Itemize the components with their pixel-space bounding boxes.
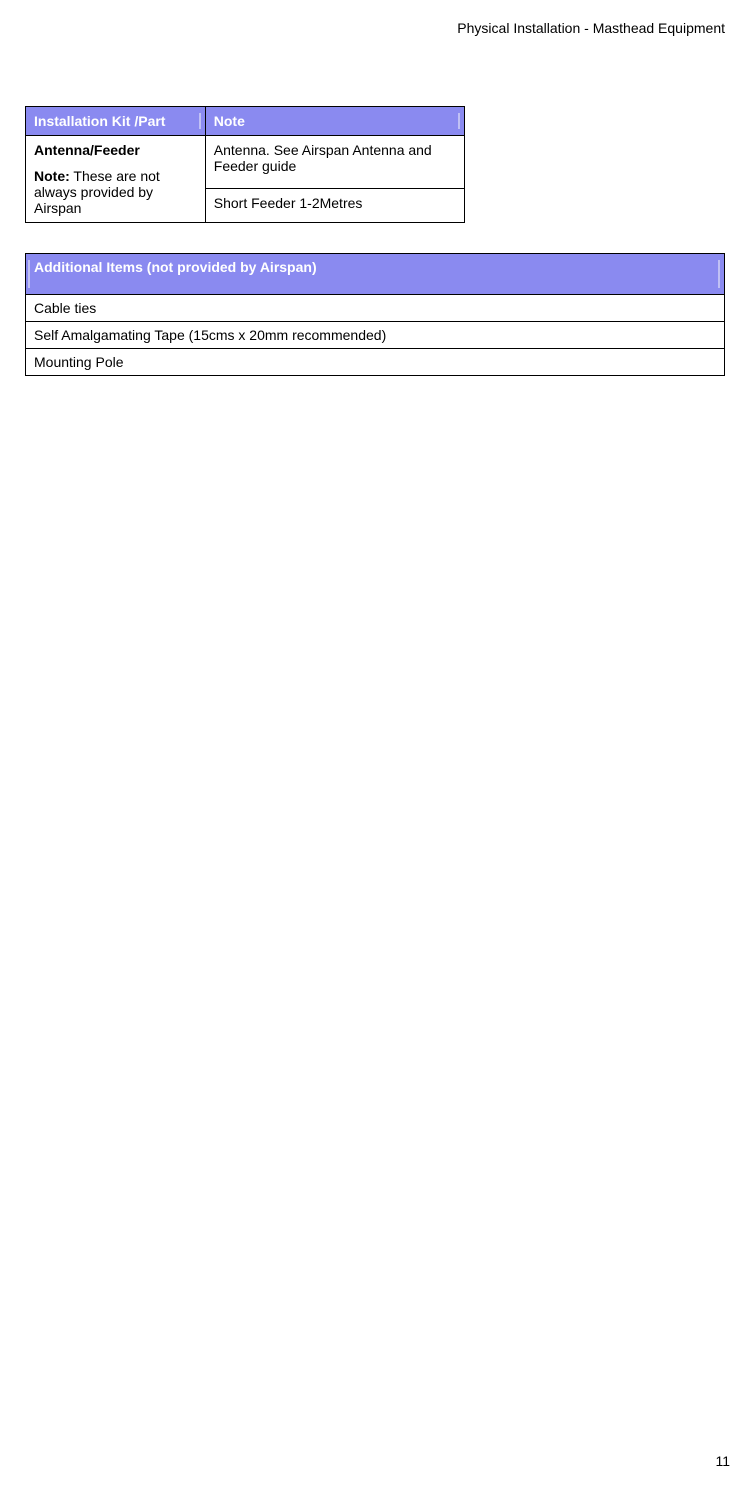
header-divider-icon [718, 260, 720, 288]
header-additional-label: Additional Items (not provided by Airspa… [34, 259, 716, 289]
kit-cell: Antenna/Feeder Note: These are not alway… [26, 136, 206, 223]
page-header: Physical Installation - Masthead Equipme… [25, 20, 730, 36]
installation-kit-table: Installation Kit /Part Note Antenna/Feed… [25, 106, 465, 223]
kit-note-block: Note: These are not always provided by A… [34, 168, 197, 216]
additional-item-0: Cable ties [26, 295, 725, 322]
note-cell-2: Short Feeder 1-2Metres [205, 188, 464, 222]
table-row: Cable ties [26, 295, 725, 322]
header-kit: Installation Kit /Part [26, 107, 206, 136]
table-header-row: Additional Items (not provided by Airspa… [26, 254, 725, 295]
table-row: Antenna/Feeder Note: These are not alway… [26, 136, 465, 189]
additional-item-2: Mounting Pole [26, 349, 725, 376]
page-number: 11 [715, 1453, 730, 1469]
header-note-label: Note [214, 113, 245, 129]
header-kit-label: Installation Kit /Part [34, 113, 165, 129]
table-row: Mounting Pole [26, 349, 725, 376]
additional-items-table: Additional Items (not provided by Airspa… [25, 253, 725, 376]
table-row: Self Amalgamating Tape (15cms x 20mm rec… [26, 322, 725, 349]
header-additional: Additional Items (not provided by Airspa… [26, 254, 725, 295]
header-note: Note [205, 107, 464, 136]
note-cell-1: Antenna. See Airspan Antenna and Feeder … [205, 136, 464, 189]
header-divider-icon [458, 113, 460, 129]
kit-title: Antenna/Feeder [34, 142, 197, 158]
additional-item-1: Self Amalgamating Tape (15cms x 20mm rec… [26, 322, 725, 349]
kit-note-label: Note: [34, 168, 70, 184]
table-header-row: Installation Kit /Part Note [26, 107, 465, 136]
header-divider-icon [28, 260, 30, 288]
header-divider-icon [199, 113, 201, 129]
